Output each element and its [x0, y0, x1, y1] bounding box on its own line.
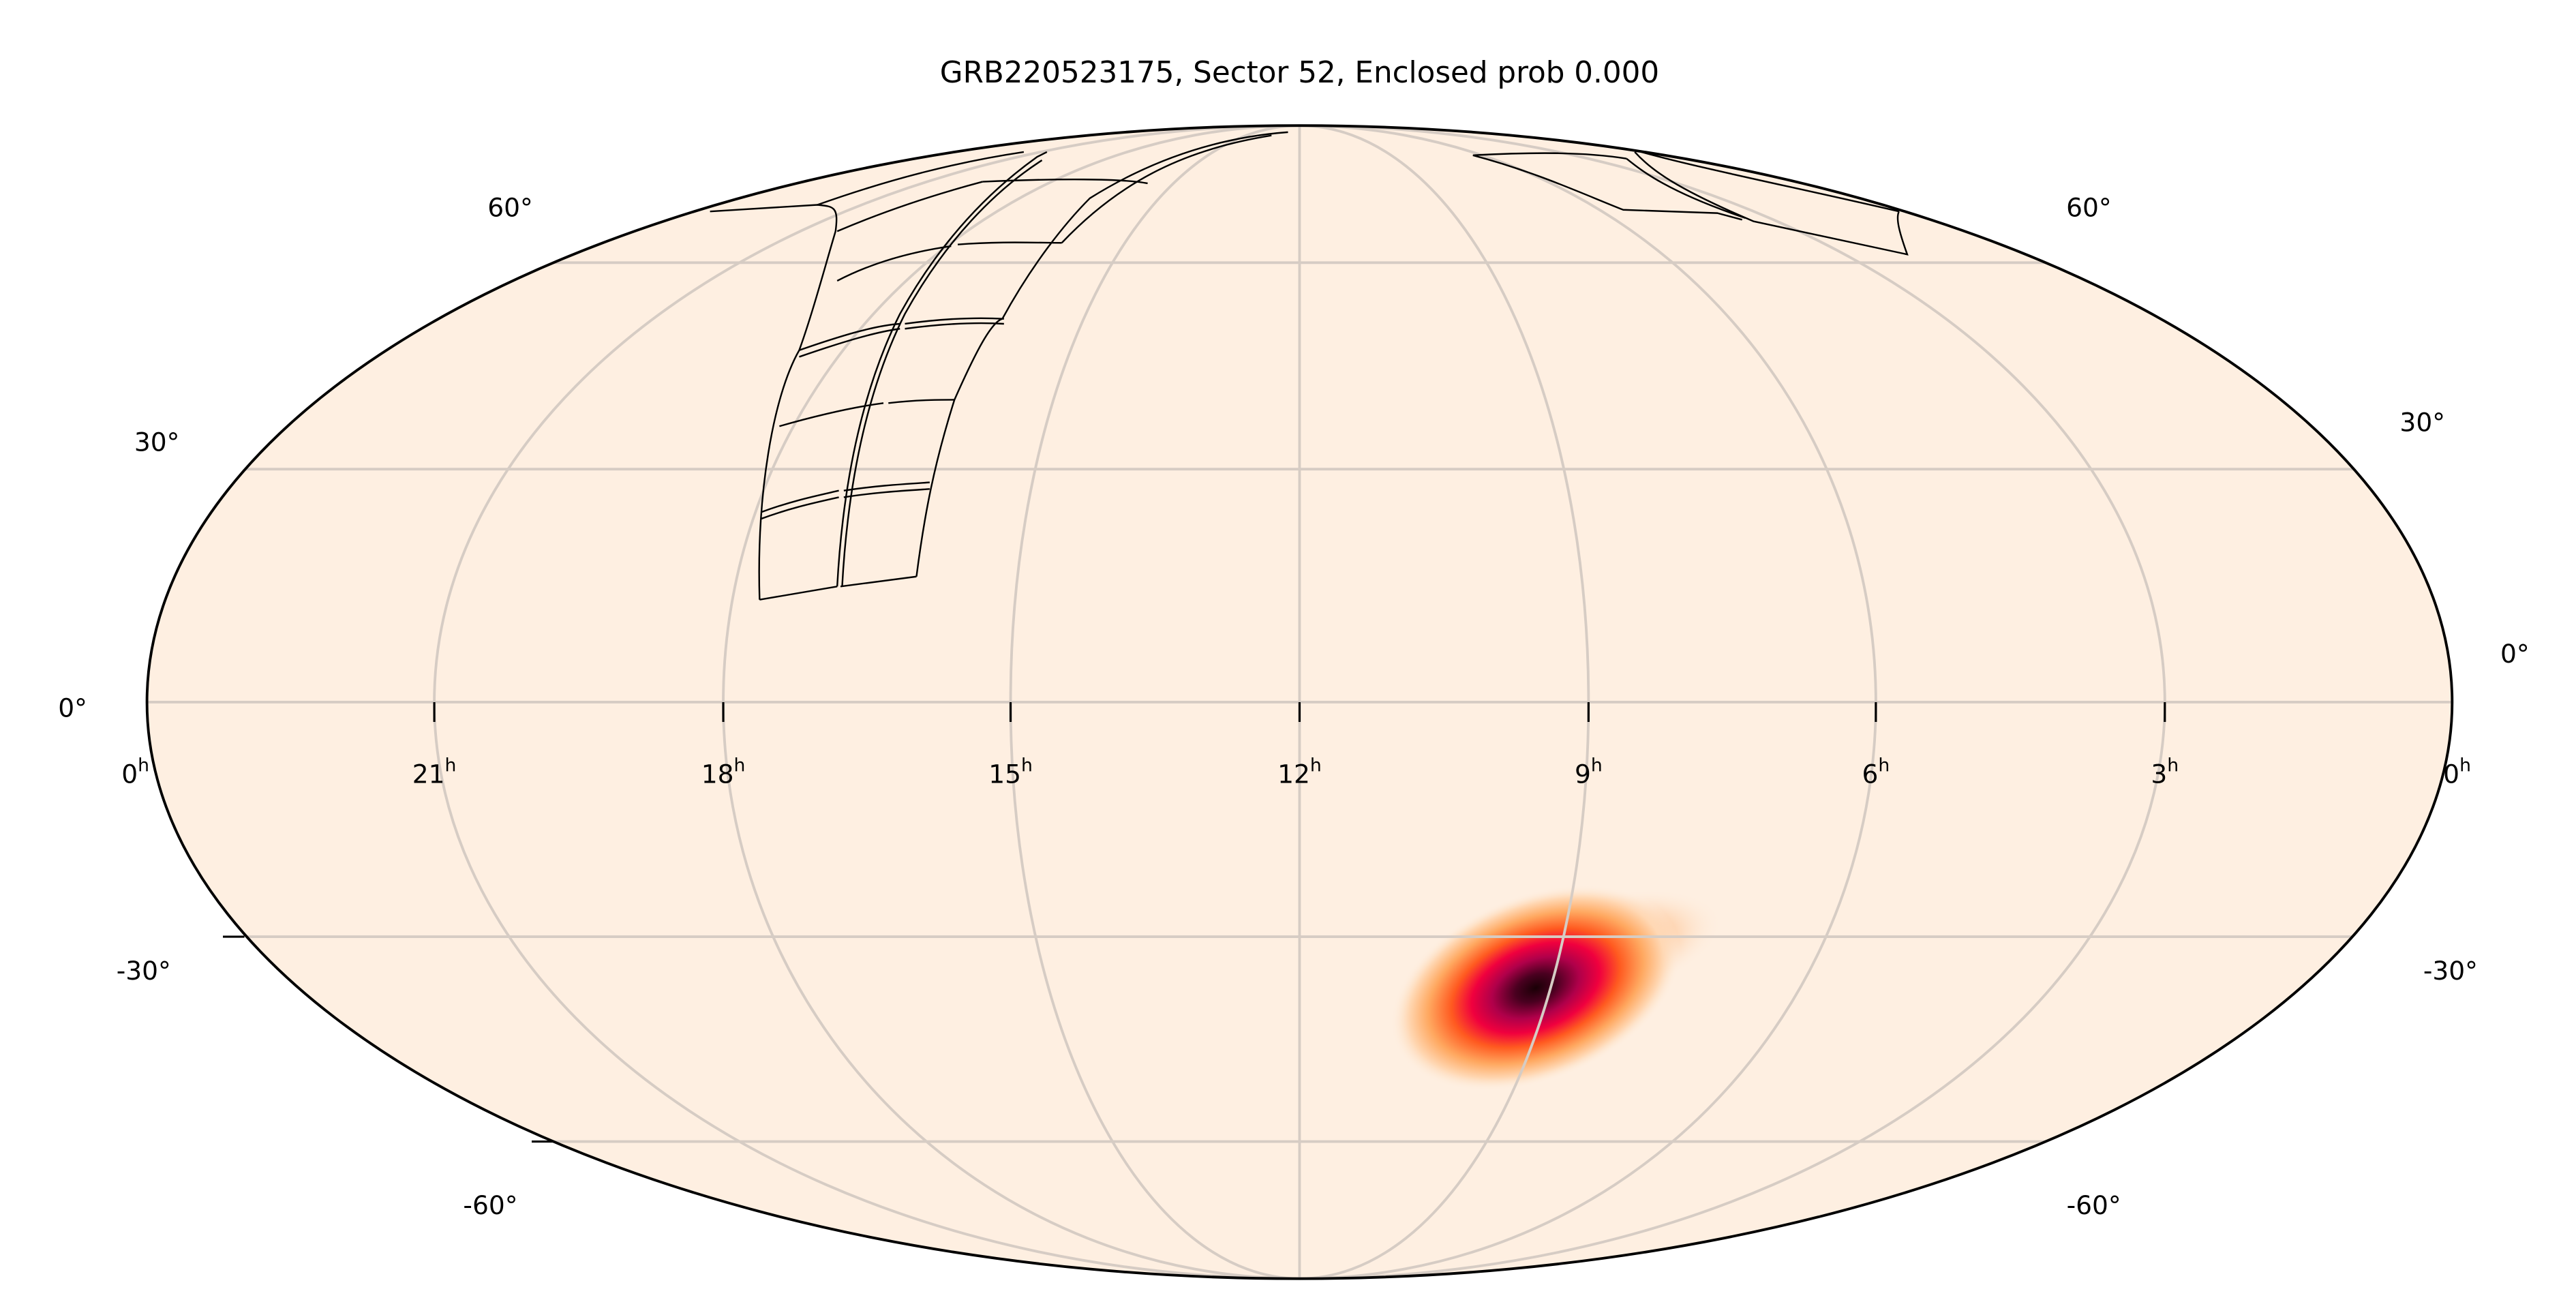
chart-title: GRB220523175, Sector 52, Enclosed prob 0… — [940, 56, 1659, 90]
sector-footprint — [710, 131, 1909, 601]
svg-text:12h: 12h — [1277, 755, 1322, 789]
svg-text:9h: 9h — [1575, 755, 1603, 789]
ra-tick-marks — [433, 701, 2166, 723]
dec-tick-marks — [223, 935, 554, 1143]
svg-text:18h: 18h — [701, 755, 746, 789]
svg-text:0°: 0° — [2500, 639, 2530, 669]
svg-text:30°: 30° — [2399, 407, 2445, 437]
svg-text:-30°: -30° — [2423, 956, 2478, 986]
dec-tick-labels-right: 60° 30° 0° -30° -60° — [2066, 192, 2530, 1220]
svg-text:0°: 0° — [58, 693, 87, 723]
svg-text:15h: 15h — [988, 755, 1033, 789]
svg-text:60°: 60° — [487, 192, 533, 222]
svg-text:60°: 60° — [2066, 192, 2112, 222]
svg-text:0h: 0h — [121, 755, 149, 789]
sky-outline — [145, 124, 2454, 1280]
ra-tick-labels: 0h 21h 18h 15h 12h 9h 6h 3h 0h — [121, 755, 2471, 789]
svg-text:-60°: -60° — [463, 1190, 517, 1220]
svg-text:-30°: -30° — [117, 956, 171, 986]
svg-text:30°: 30° — [134, 427, 180, 457]
svg-text:6h: 6h — [1862, 755, 1890, 789]
svg-text:-60°: -60° — [2067, 1190, 2121, 1220]
dec-tick-labels-left: 60° 30° 0° -30° -60° — [58, 192, 533, 1220]
svg-text:3h: 3h — [2151, 755, 2179, 789]
svg-text:21h: 21h — [412, 755, 457, 789]
svg-text:0h: 0h — [2443, 755, 2471, 789]
